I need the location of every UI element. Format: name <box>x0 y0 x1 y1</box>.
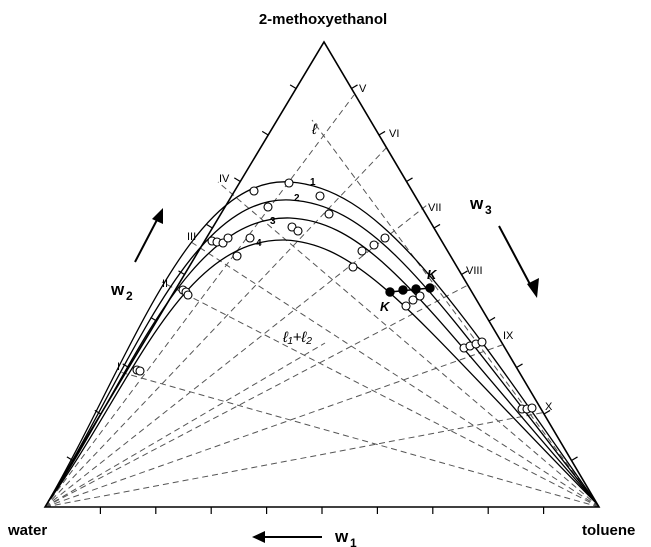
tie-line-label-X: X <box>545 401 553 413</box>
right-axis-tick <box>406 177 413 183</box>
tie-line-label-VI: VI <box>389 128 399 140</box>
dashed-line <box>217 181 600 508</box>
left-axis-tick <box>66 456 74 462</box>
tie-line-end-point <box>232 251 242 261</box>
curve-number-1: 1 <box>310 177 316 188</box>
tie-line-end-point <box>183 290 193 300</box>
tie-line-end-point <box>315 191 325 201</box>
right-axis-tick <box>351 84 358 90</box>
data-points <box>132 178 537 414</box>
region-label-two-phase: ℓ₁+ℓ₂ <box>282 329 312 346</box>
tie-line-end-point <box>263 202 273 212</box>
critical-point <box>425 283 435 293</box>
tie-line-label-I: I <box>117 361 120 373</box>
tie-line-end-point <box>380 233 390 243</box>
tie-line-end-point <box>324 209 334 219</box>
left-axis-tick <box>178 270 185 276</box>
axis-sub-w2: 2 <box>126 289 133 303</box>
arrow-head-w3 <box>527 278 539 298</box>
vertex-label-toluene: toluene <box>582 522 635 539</box>
right-axis-tick <box>488 316 496 322</box>
left-axis-tick <box>233 177 241 183</box>
tie-line-end-point <box>357 246 367 256</box>
right-axis-tick <box>571 456 578 462</box>
critical-point <box>398 285 408 295</box>
tie-line-end-point <box>415 291 425 301</box>
left-axis-tick <box>206 223 213 229</box>
left-axis-tick <box>261 130 269 136</box>
vertex-label-water: water <box>7 522 47 539</box>
axis-sub-w3: 3 <box>485 203 492 217</box>
binodal-curve-3 <box>47 217 598 505</box>
tie-line-end-point <box>369 240 379 250</box>
right-axis-tick <box>433 223 441 229</box>
tie-line-end-point <box>408 295 418 305</box>
axis-w2: w 2 <box>110 208 163 303</box>
dashed-line <box>311 119 600 508</box>
curve-number-3: 3 <box>270 216 276 227</box>
dashed-line <box>44 342 326 508</box>
right-axis-tick <box>378 130 386 136</box>
critical-label-upper: K <box>427 267 438 282</box>
tie-line-label-II: II <box>162 278 168 290</box>
triangle-frame <box>43 40 601 508</box>
binodal-curve-1 <box>47 181 598 505</box>
arrow-head-w1 <box>252 531 265 543</box>
right-axis-tick <box>461 270 468 276</box>
tie-line-end-point <box>284 178 294 188</box>
axis-w3: w 3 <box>469 194 539 298</box>
tie-line-label-VII: VII <box>428 202 441 214</box>
dashed-line <box>44 144 390 508</box>
axis-label-w3: w <box>469 194 484 213</box>
right-axis-tick <box>516 363 523 369</box>
axis-label-w2: w <box>110 280 125 299</box>
arrow-head-w2 <box>152 208 163 224</box>
binodal-curve-2 <box>47 199 598 505</box>
axis-w1: w 1 <box>252 527 357 547</box>
tie-line-end-point <box>401 301 411 311</box>
tie-line-end-point <box>348 262 358 272</box>
dashed-line <box>44 344 503 508</box>
tie-line-label-V: V <box>359 83 367 95</box>
dashed-line <box>161 281 600 508</box>
critical-point <box>385 287 395 297</box>
tie-line-end-point <box>477 337 487 347</box>
dashed-line <box>44 411 547 508</box>
right-axis-tick <box>543 409 551 415</box>
tie-line-end-point <box>527 403 537 413</box>
tie-line-end-point <box>223 233 233 243</box>
binodal-curve-4 <box>47 239 598 505</box>
tie-line-end-point <box>245 233 255 243</box>
tie-line-label-IV: IV <box>219 173 230 185</box>
critical-line <box>389 287 431 293</box>
tie-line-end-point <box>249 186 259 196</box>
left-axis-tick <box>289 84 297 90</box>
tie-line-end-point <box>135 366 145 376</box>
arrow-w2 <box>134 215 160 263</box>
dashed-line <box>187 239 600 508</box>
region-label-one-phase: ℓ <box>311 121 318 138</box>
dashed-line <box>44 94 355 508</box>
tie-line-label-VIII: VIII <box>466 265 483 277</box>
axis-label-w1: w <box>334 527 349 546</box>
tie-line-end-point <box>293 226 303 236</box>
critical-point <box>411 284 421 294</box>
curve-number-2: 2 <box>294 193 300 204</box>
critical-label-lower: K <box>380 299 391 314</box>
dashed-line <box>119 371 600 508</box>
curve-number-4: 4 <box>256 238 262 249</box>
dashed-line <box>44 204 428 508</box>
dashed-tie-lines <box>44 94 600 508</box>
vertex-label-top: 2-methoxyethanol <box>259 11 387 28</box>
binodal-curves <box>47 181 598 505</box>
dashed-line <box>44 284 469 508</box>
tie-line-label-IX: IX <box>503 330 514 342</box>
tie-line-label-III: III <box>187 231 196 243</box>
arrow-w3 <box>498 225 533 289</box>
axis-sub-w1: 1 <box>350 536 357 547</box>
